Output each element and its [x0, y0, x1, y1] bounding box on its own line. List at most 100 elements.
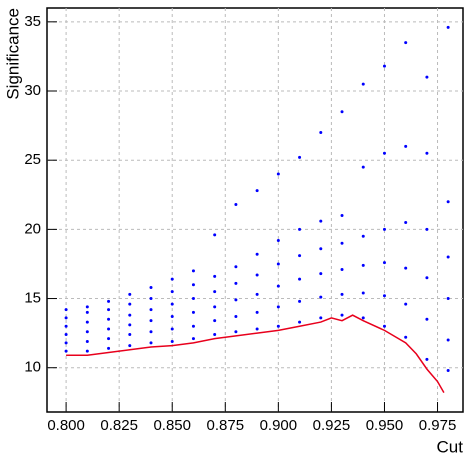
point	[255, 292, 259, 296]
point	[361, 263, 365, 267]
point	[404, 302, 408, 306]
point	[404, 41, 408, 45]
point	[319, 272, 323, 276]
point	[404, 220, 408, 224]
point	[425, 151, 429, 155]
point	[234, 281, 238, 285]
point	[340, 241, 344, 245]
point	[340, 214, 344, 218]
point	[404, 335, 408, 339]
point	[170, 315, 174, 319]
point	[425, 75, 429, 79]
x-axis-label: Cut	[437, 437, 464, 456]
y-tick-label: 20	[24, 220, 41, 237]
point	[319, 219, 323, 223]
point	[382, 151, 386, 155]
point	[276, 305, 280, 309]
point	[382, 324, 386, 328]
point	[340, 292, 344, 296]
y-tick-label: 30	[24, 82, 41, 99]
point	[85, 320, 89, 324]
y-axis-label: Significance	[3, 8, 22, 100]
point	[298, 254, 302, 258]
point	[382, 294, 386, 298]
point	[276, 284, 280, 288]
point	[149, 308, 153, 312]
point	[107, 346, 111, 350]
point	[85, 349, 89, 353]
point	[382, 64, 386, 68]
point	[234, 330, 238, 334]
point	[255, 252, 259, 256]
point	[276, 172, 280, 176]
point	[276, 324, 280, 328]
point	[255, 310, 259, 314]
point	[107, 327, 111, 331]
point	[319, 316, 323, 320]
point	[298, 155, 302, 159]
point	[255, 327, 259, 331]
point	[361, 316, 365, 320]
point	[128, 323, 132, 327]
point	[255, 273, 259, 277]
point	[128, 333, 132, 337]
point	[149, 319, 153, 323]
point	[213, 274, 217, 278]
point	[340, 267, 344, 271]
point	[64, 308, 68, 312]
point	[340, 110, 344, 114]
point	[276, 238, 280, 242]
point	[425, 276, 429, 280]
point	[85, 305, 89, 309]
point	[298, 227, 302, 231]
point	[255, 189, 259, 193]
point	[298, 320, 302, 324]
point	[191, 283, 195, 287]
point	[425, 317, 429, 321]
x-tick-label: 0.900	[260, 417, 298, 434]
point	[234, 298, 238, 302]
point	[404, 266, 408, 270]
point	[149, 330, 153, 334]
point	[213, 233, 217, 237]
point	[319, 295, 323, 299]
x-tick-label: 0.925	[313, 417, 351, 434]
point	[191, 310, 195, 314]
point	[191, 297, 195, 301]
point	[107, 317, 111, 321]
point	[276, 262, 280, 266]
point	[298, 277, 302, 281]
point	[382, 261, 386, 265]
point	[234, 315, 238, 319]
point	[191, 337, 195, 341]
point	[361, 82, 365, 86]
point	[213, 319, 217, 323]
point	[213, 333, 217, 337]
point	[191, 324, 195, 328]
point	[64, 333, 68, 337]
point	[170, 290, 174, 294]
point	[213, 290, 217, 294]
point	[170, 277, 174, 281]
point	[446, 200, 450, 204]
y-tick-label: 35	[24, 13, 41, 30]
point	[107, 299, 111, 303]
x-tick-label: 0.850	[153, 417, 191, 434]
line	[66, 314, 445, 394]
point	[340, 313, 344, 317]
point	[361, 291, 365, 295]
point	[319, 131, 323, 135]
point	[170, 339, 174, 343]
point	[128, 313, 132, 317]
point	[382, 227, 386, 231]
point	[213, 305, 217, 309]
plot-frame	[46, 7, 464, 413]
point	[64, 316, 68, 320]
y-tick-label: 10	[24, 359, 41, 376]
point	[149, 285, 153, 289]
point	[404, 144, 408, 148]
point	[361, 234, 365, 238]
point	[85, 339, 89, 343]
point	[149, 341, 153, 345]
point	[107, 308, 111, 312]
